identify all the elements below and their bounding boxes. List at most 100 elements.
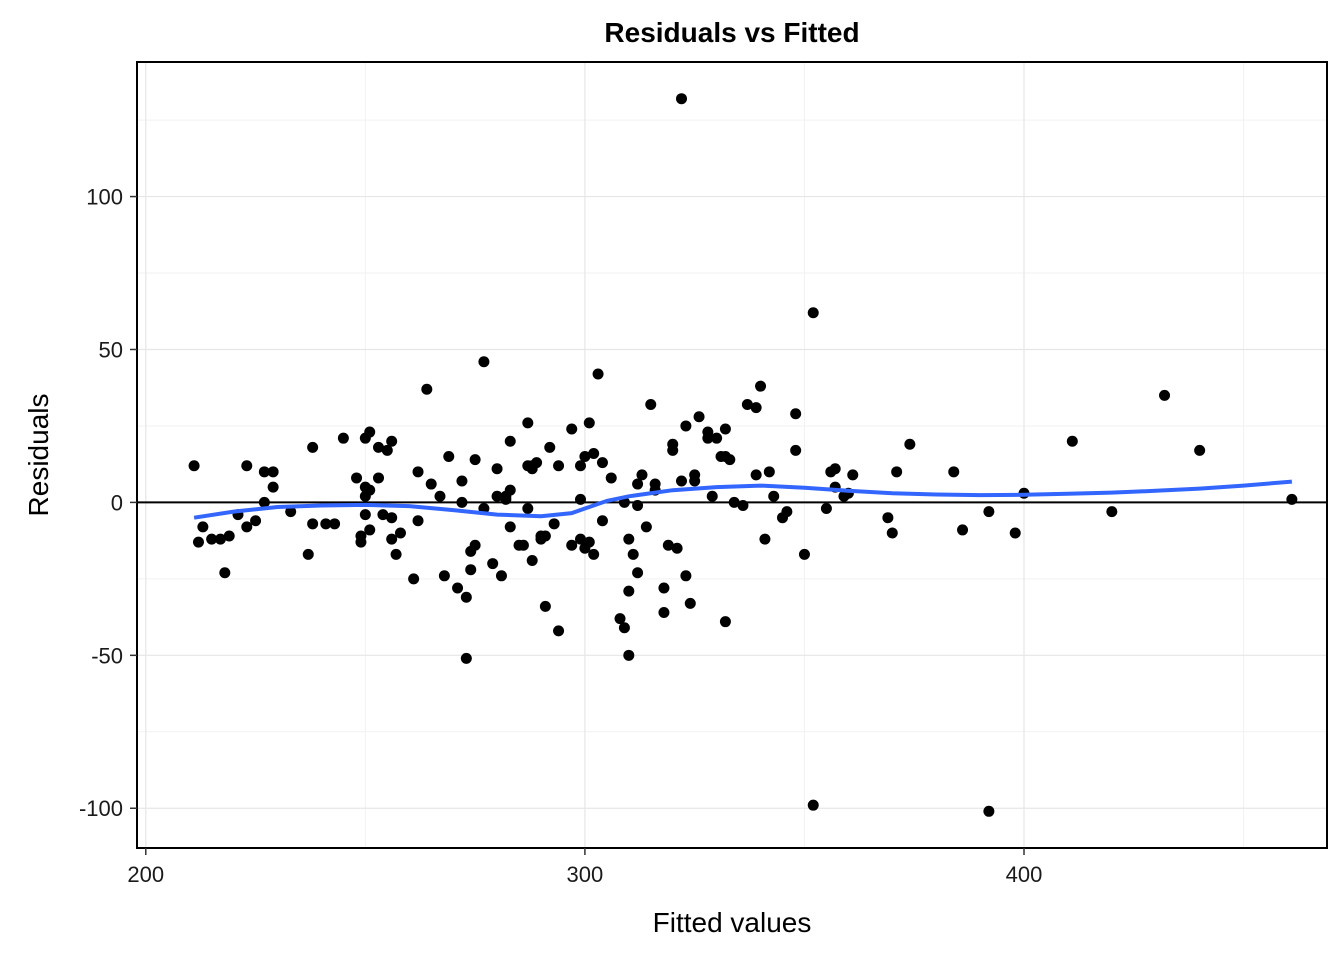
data-point bbox=[214, 533, 226, 545]
data-point bbox=[640, 521, 652, 533]
data-point bbox=[847, 469, 859, 481]
data-point bbox=[320, 518, 332, 530]
data-point bbox=[469, 539, 481, 551]
data-point bbox=[724, 454, 736, 466]
grid-minor bbox=[137, 62, 1327, 848]
data-point bbox=[302, 548, 314, 560]
data-point bbox=[373, 441, 385, 453]
data-point bbox=[820, 503, 832, 515]
data-point bbox=[443, 451, 455, 463]
data-point bbox=[741, 399, 753, 411]
data-point bbox=[737, 499, 749, 511]
data-point bbox=[575, 460, 587, 472]
data-point bbox=[355, 536, 367, 548]
data-point bbox=[223, 530, 235, 542]
data-point bbox=[381, 444, 393, 456]
data-point bbox=[364, 484, 376, 496]
data-point bbox=[478, 356, 490, 368]
data-point bbox=[632, 567, 644, 579]
data-point bbox=[645, 399, 657, 411]
data-point bbox=[588, 548, 600, 560]
data-point bbox=[258, 496, 270, 508]
data-point bbox=[658, 582, 670, 594]
data-point bbox=[386, 435, 398, 447]
data-point bbox=[544, 441, 556, 453]
data-point bbox=[553, 460, 565, 472]
data-point bbox=[307, 518, 319, 530]
data-point bbox=[711, 432, 723, 444]
data-point bbox=[750, 402, 762, 414]
data-point bbox=[386, 512, 398, 524]
data-point bbox=[531, 457, 543, 469]
data-point bbox=[904, 438, 916, 450]
data-point bbox=[614, 613, 626, 625]
data-point bbox=[1194, 444, 1206, 456]
data-point bbox=[408, 573, 420, 585]
data-point bbox=[763, 466, 775, 478]
data-point bbox=[575, 533, 587, 545]
data-point bbox=[790, 408, 802, 420]
data-point bbox=[548, 518, 560, 530]
data-point bbox=[258, 466, 270, 478]
data-point bbox=[522, 417, 534, 429]
data-point bbox=[750, 469, 762, 481]
x-tick-label: 400 bbox=[1006, 862, 1043, 887]
data-point bbox=[267, 481, 279, 493]
data-point bbox=[351, 472, 363, 484]
data-point bbox=[456, 496, 468, 508]
data-point bbox=[206, 533, 218, 545]
data-point bbox=[680, 420, 692, 432]
data-point bbox=[241, 460, 253, 472]
data-point bbox=[373, 472, 385, 484]
data-point bbox=[285, 506, 297, 518]
data-point bbox=[452, 582, 464, 594]
y-tick-label: 0 bbox=[111, 490, 123, 515]
data-point bbox=[658, 607, 670, 619]
y-tick-label: 100 bbox=[86, 185, 123, 210]
data-point bbox=[957, 524, 969, 536]
data-point bbox=[676, 475, 688, 487]
y-tick-label: 50 bbox=[99, 337, 123, 362]
data-point bbox=[1286, 493, 1298, 505]
data-point bbox=[460, 591, 472, 603]
data-point bbox=[495, 570, 507, 582]
data-point bbox=[500, 493, 512, 505]
data-point bbox=[667, 438, 679, 450]
data-point bbox=[649, 478, 661, 490]
data-point bbox=[588, 447, 600, 459]
y-tick-label: -100 bbox=[79, 796, 123, 821]
data-point bbox=[425, 478, 437, 490]
data-point bbox=[592, 368, 604, 380]
data-point bbox=[219, 567, 231, 579]
data-point bbox=[829, 463, 841, 475]
data-point bbox=[241, 521, 253, 533]
data-point bbox=[456, 475, 468, 487]
data-point bbox=[412, 515, 424, 527]
data-point bbox=[526, 555, 538, 567]
data-point bbox=[759, 533, 771, 545]
data-point bbox=[364, 426, 376, 438]
data-point bbox=[307, 441, 319, 453]
data-point bbox=[575, 493, 587, 505]
data-point bbox=[623, 585, 635, 597]
data-point bbox=[583, 536, 595, 548]
data-point bbox=[755, 380, 767, 392]
data-point bbox=[491, 463, 503, 475]
data-point bbox=[728, 496, 740, 508]
data-point bbox=[671, 542, 683, 554]
data-point bbox=[662, 539, 674, 551]
y-axis-ticks: -100 -50 0 50 100 bbox=[79, 185, 137, 821]
chart-title: Residuals vs Fitted bbox=[604, 17, 859, 48]
data-point bbox=[412, 466, 424, 478]
y-axis-title: Residuals bbox=[23, 394, 54, 517]
data-point bbox=[359, 509, 371, 521]
data-point bbox=[605, 472, 617, 484]
data-point bbox=[983, 805, 995, 817]
data-point bbox=[768, 490, 780, 502]
data-point bbox=[790, 444, 802, 456]
data-point bbox=[623, 533, 635, 545]
data-point bbox=[539, 530, 551, 542]
data-point bbox=[1066, 435, 1078, 447]
data-point bbox=[504, 484, 516, 496]
data-point bbox=[377, 509, 389, 521]
